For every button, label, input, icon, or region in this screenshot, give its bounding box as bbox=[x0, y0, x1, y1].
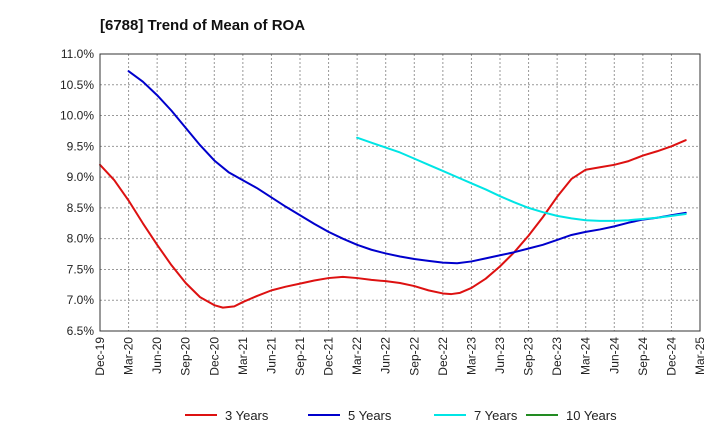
x-tick-label: Dec-20 bbox=[207, 337, 221, 376]
x-axis: Dec-19 Mar-20 Jun-20 Sep-20 Dec-20 Mar-21 Jun-… bbox=[93, 337, 707, 376]
series-line-2 bbox=[127, 70, 687, 265]
y-tick-label: 8.0% bbox=[67, 232, 95, 246]
y-axis: 6.5% 7.0% 7.5% 8.0% 8.5% 9.0% 9.5% 10.0% 10.5% 11… bbox=[60, 47, 94, 338]
x-tick-label: Mar-20 bbox=[122, 337, 136, 375]
x-tick-label: Mar-25 bbox=[693, 337, 707, 375]
x-tick-label: Mar-24 bbox=[579, 337, 593, 375]
x-tick-label: Jun-24 bbox=[607, 337, 621, 374]
x-tick-label: Mar-22 bbox=[350, 337, 364, 375]
x-tick-label: Jun-22 bbox=[379, 337, 393, 374]
x-tick-label: Jun-21 bbox=[264, 337, 278, 374]
series-layer bbox=[99, 70, 687, 309]
y-tick-label: 11.0% bbox=[61, 47, 94, 61]
y-tick-label: 9.0% bbox=[67, 170, 95, 184]
x-tick-label: Sep-20 bbox=[179, 337, 193, 376]
y-tick-label: 7.0% bbox=[67, 293, 95, 307]
grid bbox=[99, 53, 701, 332]
plot-frame bbox=[99, 53, 701, 332]
legend-label-2: 5 Years bbox=[348, 408, 392, 423]
y-tick-label: 9.5% bbox=[67, 139, 95, 153]
x-tick-label: Dec-19 bbox=[93, 337, 107, 376]
y-tick-label: 7.5% bbox=[67, 262, 95, 276]
y-tick-label: 10.5% bbox=[60, 78, 94, 92]
x-tick-label: Mar-21 bbox=[236, 337, 250, 375]
x-tick-label: Sep-23 bbox=[522, 337, 536, 376]
x-tick-label: Sep-24 bbox=[636, 337, 650, 376]
x-tick-label: Jun-20 bbox=[150, 337, 164, 374]
x-tick-label: Sep-21 bbox=[293, 337, 307, 376]
legend-label-1: 3 Years bbox=[225, 408, 269, 423]
x-tick-label: Sep-22 bbox=[407, 337, 421, 376]
series-line-3 bbox=[356, 136, 687, 222]
x-tick-label: Dec-23 bbox=[550, 337, 564, 376]
legend: 3 Years 5 Years 7 Years 10 Years bbox=[185, 408, 617, 423]
series-line-1 bbox=[99, 139, 687, 309]
x-tick-label: Jun-23 bbox=[493, 337, 507, 374]
x-tick-label: Dec-21 bbox=[322, 337, 336, 376]
chart-title: [6788] Trend of Mean of ROA bbox=[100, 17, 305, 34]
y-tick-label: 8.5% bbox=[67, 201, 95, 215]
legend-label-3: 7 Years bbox=[474, 408, 518, 423]
x-tick-label: Dec-22 bbox=[436, 337, 450, 376]
legend-label-4: 10 Years bbox=[566, 408, 617, 423]
y-tick-label: 6.5% bbox=[67, 324, 95, 338]
y-tick-label: 10.0% bbox=[60, 109, 94, 123]
x-tick-label: Mar-23 bbox=[464, 337, 478, 375]
x-tick-label: Dec-24 bbox=[664, 337, 678, 376]
